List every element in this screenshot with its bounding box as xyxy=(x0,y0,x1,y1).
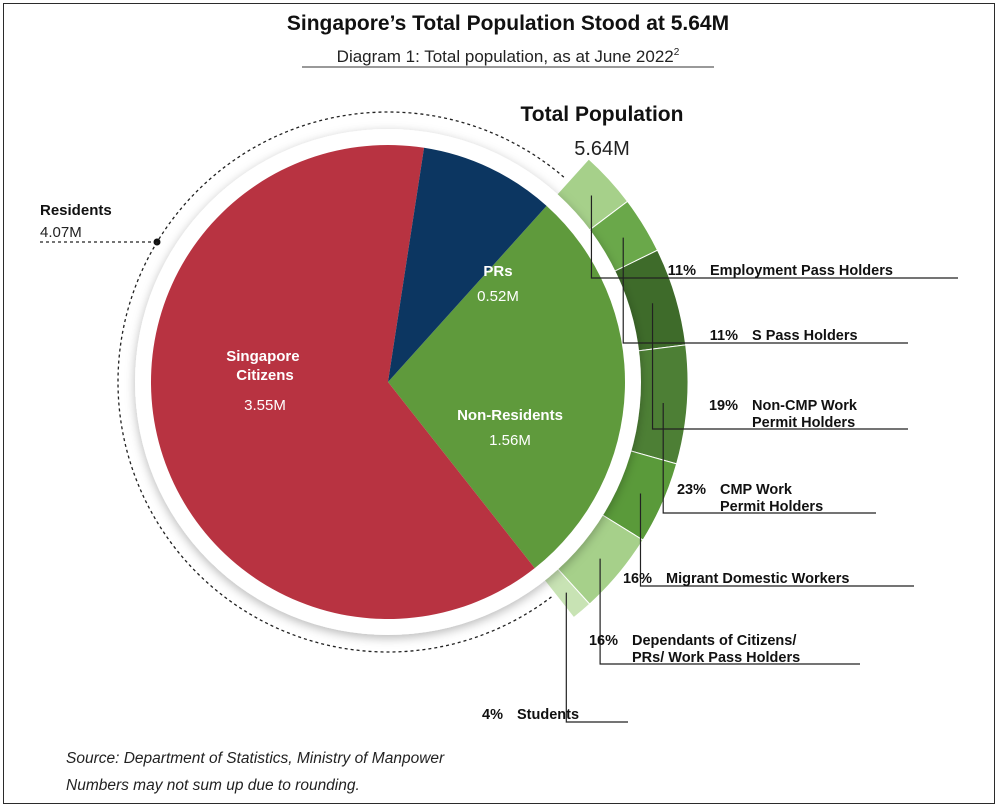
pie-label-citizens: Singapore Citizens xyxy=(226,348,304,384)
breakdown-label-line: Permit Holders xyxy=(752,415,855,431)
leader-line-dependants-of-citizens-prs-work-pass-holders xyxy=(599,558,860,665)
pie-label-citizens-line1: Singapore xyxy=(226,348,299,365)
breakdown-pct: 16% xyxy=(589,633,618,649)
chart-title: Singapore’s Total Population Stood at 5.… xyxy=(287,12,729,35)
breakdown-label-line: Students xyxy=(517,707,579,723)
breakdown-label-line: Employment Pass Holders xyxy=(710,263,893,279)
breakdown-pct: 11% xyxy=(668,263,696,279)
source-line-1: Source: Department of Statistics, Minist… xyxy=(66,750,445,767)
breakdown-label-line: S Pass Holders xyxy=(752,328,858,344)
leader-line-employment-pass-holders xyxy=(590,195,958,279)
residents-bracket xyxy=(117,111,566,653)
breakdown-label: Students xyxy=(517,707,579,723)
breakdown-pct: 11% xyxy=(710,328,738,344)
breakdown-label: S Pass Holders xyxy=(752,328,858,344)
breakdown-label: Employment Pass Holders xyxy=(710,263,893,279)
pie-value-prs: 0.52M xyxy=(477,288,519,305)
breakdown-pct: 23% xyxy=(677,482,706,498)
non-resident-breakdown-ring xyxy=(542,158,689,619)
breakdown-label: Non-CMP Work Permit Holders xyxy=(752,398,858,431)
pie-slice-prs xyxy=(388,147,547,382)
subtitle-text: Diagram 1: Total population, as at June … xyxy=(337,47,674,66)
total-value: 5.64M xyxy=(574,138,630,160)
pie-slice-singapore-citizens xyxy=(150,144,535,619)
breakdown-label-line: CMP Work xyxy=(720,482,793,498)
pie-slice-non-residents xyxy=(388,205,625,569)
leader-line-non-cmp-work-permit-holders xyxy=(651,303,908,430)
residents-value: 4.07M xyxy=(40,224,82,241)
population-pie xyxy=(150,144,625,619)
source-line-2: Numbers may not sum up due to rounding. xyxy=(66,777,360,794)
leader-line-cmp-work-permit-holders xyxy=(662,403,876,514)
pie-value-nonresidents: 1.56M xyxy=(489,432,531,449)
chart-subtitle: Diagram 1: Total population, as at June … xyxy=(337,47,680,66)
pie-label-nonresidents: Non-Residents xyxy=(457,407,563,424)
leader-line-migrant-domestic-workers xyxy=(639,493,914,587)
breakdown-pct: 19% xyxy=(709,398,738,414)
breakdown-label-line: Permit Holders xyxy=(720,499,823,515)
breakdown-label: Dependants of Citizens/PRs/ Work Pass Ho… xyxy=(632,633,800,666)
breakdown-leaders: 11% Employment Pass Holders 11% S Pass Hold… xyxy=(482,195,958,723)
breakdown-label: Migrant Domestic Workers xyxy=(666,571,849,587)
breakdown-label-line: PRs/ Work Pass Holders xyxy=(632,650,800,666)
breakdown-label-line: Non-CMP Work xyxy=(752,398,858,414)
breakdown-label-line: Dependants of Citizens/ xyxy=(632,633,796,649)
subtitle-footnote: 2 xyxy=(674,47,680,58)
pie-label-prs: PRs xyxy=(483,263,512,280)
residents-label: Residents xyxy=(40,202,112,219)
breakdown-pct: 16% xyxy=(623,571,652,587)
breakdown-label: CMP Work Permit Holders xyxy=(720,482,823,515)
leader-line-students xyxy=(565,592,628,723)
leader-line-s-pass-holders xyxy=(622,237,908,344)
pie-value-citizens: 3.55M xyxy=(244,397,286,414)
breakdown-label-line: Migrant Domestic Workers xyxy=(666,571,849,587)
total-label: Total Population xyxy=(521,103,684,126)
pie-label-citizens-line2: Citizens xyxy=(236,367,294,384)
breakdown-pct: 4% xyxy=(482,707,503,723)
